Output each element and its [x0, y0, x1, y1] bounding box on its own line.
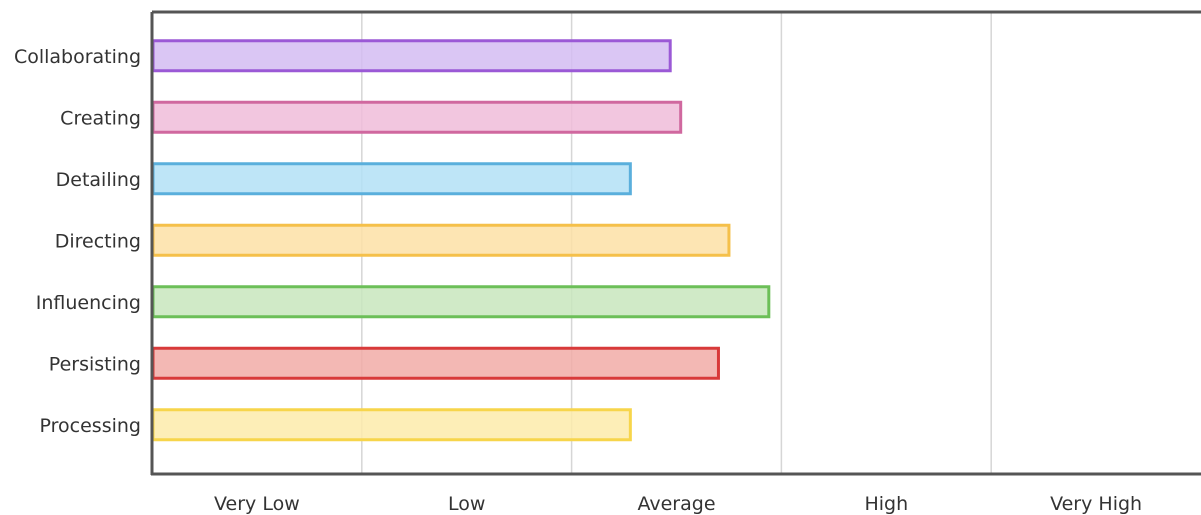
bar-directing	[151, 223, 731, 257]
bar-influencing	[151, 285, 771, 319]
x-tick-label: Low	[448, 493, 485, 515]
x-tick-label: High	[864, 493, 908, 515]
category-label: Detailing	[56, 169, 141, 191]
category-label: Influencing	[36, 292, 141, 314]
bar-detailing	[151, 162, 632, 196]
category-label: Processing	[40, 415, 141, 437]
category-labels: Collaborating Creating Detailing Directing I…	[14, 46, 141, 437]
category-label: Collaborating	[14, 46, 141, 68]
category-label: Persisting	[49, 353, 141, 375]
x-tick-label: Very High	[1050, 493, 1142, 515]
x-tick-label: Average	[637, 493, 715, 515]
bar-creating	[151, 100, 683, 134]
bar-collaborating	[151, 39, 672, 73]
axes	[150, 10, 1201, 476]
category-label: Directing	[55, 230, 141, 252]
bars	[151, 39, 771, 442]
x-tick-labels: Very Low Low Average High Very High	[214, 493, 1142, 515]
category-label: Creating	[60, 107, 141, 129]
x-tick-label: Very Low	[214, 493, 300, 515]
bar-processing	[151, 408, 632, 442]
bar-persisting	[151, 346, 720, 380]
